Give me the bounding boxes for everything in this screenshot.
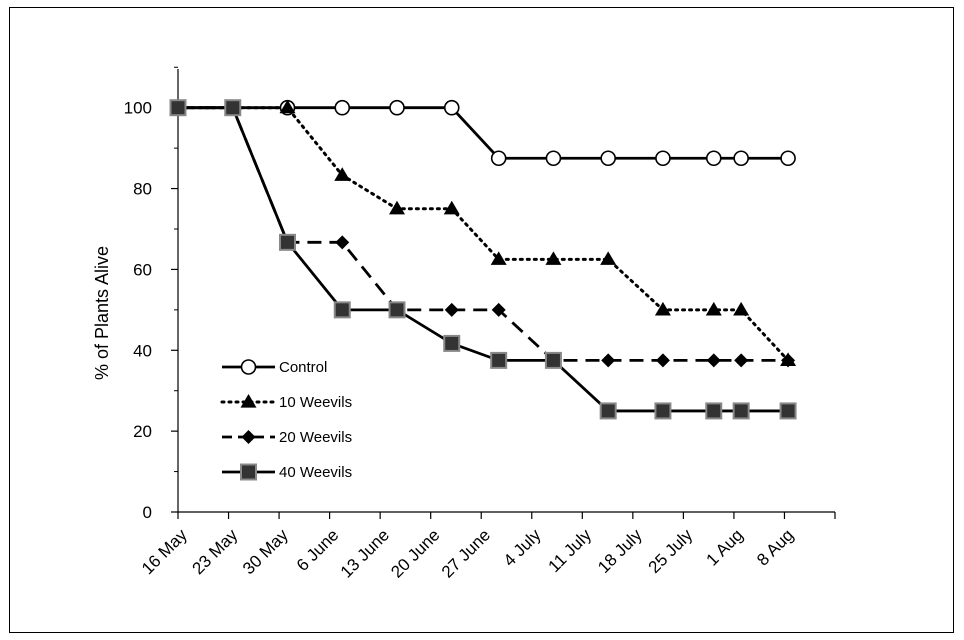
y-tick-label: 0 xyxy=(143,503,152,522)
data-point xyxy=(171,100,186,115)
legend: Control 10 Weevils 20 Weevils 40 Weevils xyxy=(222,359,352,481)
data-point xyxy=(445,101,459,115)
data-point xyxy=(656,353,670,367)
y-tick-label: 20 xyxy=(133,422,152,441)
x-tick-label: 27 June xyxy=(438,525,494,581)
series-line xyxy=(178,108,788,361)
x-tick-label: 16 May xyxy=(138,525,191,578)
x-tick-label: 8 Aug xyxy=(753,525,797,569)
data-point xyxy=(734,403,749,418)
data-point xyxy=(546,151,560,165)
series-20-weevils xyxy=(178,108,788,361)
data-point xyxy=(706,403,721,418)
legend-marker xyxy=(242,430,256,444)
data-point xyxy=(492,151,506,165)
data-point xyxy=(707,353,721,367)
series-40-weevils xyxy=(178,108,788,411)
data-point xyxy=(601,353,615,367)
x-tick-label: 25 July xyxy=(645,525,697,577)
legend-label: Control xyxy=(279,359,327,376)
data-point xyxy=(335,101,349,115)
data-point xyxy=(707,151,721,165)
y-tick-label: 100 xyxy=(124,99,152,118)
legend-label: 40 Weevils xyxy=(279,464,352,481)
data-point xyxy=(781,151,795,165)
markers-40-weevils xyxy=(171,100,796,418)
series-group xyxy=(170,100,796,419)
y-axis-title: % of Plants Alive xyxy=(92,246,112,380)
x-tick-label: 11 July xyxy=(545,525,596,576)
series-line xyxy=(178,108,788,361)
data-point xyxy=(656,151,670,165)
data-point xyxy=(444,336,459,351)
data-point xyxy=(491,353,506,368)
series-line xyxy=(178,108,788,159)
x-tick-label: 13 June xyxy=(337,525,393,581)
series-10-weevils xyxy=(178,108,788,361)
data-point xyxy=(280,235,295,250)
data-point xyxy=(601,151,615,165)
series-control xyxy=(178,108,788,159)
data-point xyxy=(734,353,748,367)
data-point xyxy=(600,251,616,265)
y-tick-label: 40 xyxy=(133,341,152,360)
markers-control xyxy=(171,101,795,166)
data-point xyxy=(390,101,404,115)
data-point xyxy=(225,100,240,115)
series-line xyxy=(178,108,788,411)
data-point xyxy=(733,302,749,316)
data-point xyxy=(335,302,350,317)
x-tick-label: 30 May xyxy=(239,525,292,578)
x-tick-label: 20 June xyxy=(387,525,443,581)
data-point xyxy=(601,403,616,418)
legend-marker xyxy=(241,465,256,480)
data-point xyxy=(335,235,349,249)
data-point xyxy=(390,302,405,317)
x-tick-label: 23 May xyxy=(189,525,242,578)
data-point xyxy=(445,303,459,317)
data-point xyxy=(781,403,796,418)
data-point xyxy=(655,403,670,418)
y-tick-label: 80 xyxy=(133,180,152,199)
x-tick-label: 1 Aug xyxy=(703,525,747,569)
data-point xyxy=(491,251,507,265)
legend-label: 10 Weevils xyxy=(279,394,352,411)
data-point xyxy=(546,353,561,368)
x-tick-label: 6 June xyxy=(293,525,343,575)
data-point xyxy=(734,151,748,165)
x-tick-label: 4 July xyxy=(500,525,545,570)
legend-marker xyxy=(242,360,256,374)
y-tick-label: 60 xyxy=(133,260,152,279)
legend-label: 20 Weevils xyxy=(279,429,352,446)
x-tick-label: 18 July xyxy=(594,525,646,577)
